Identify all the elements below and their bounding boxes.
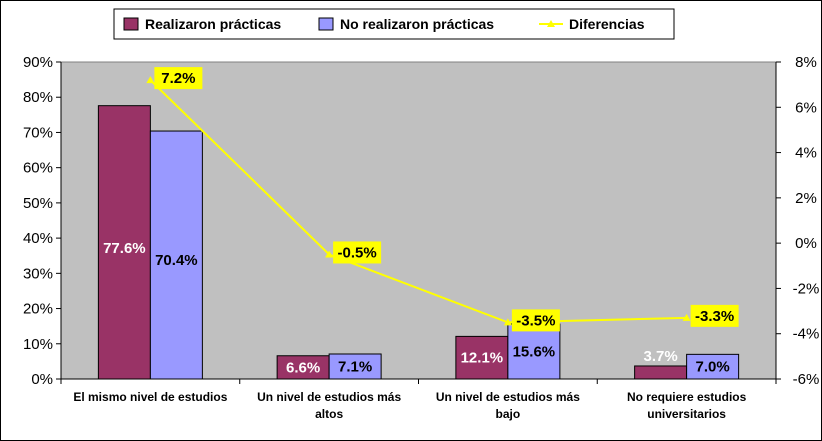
bar-no-realizaron-3 xyxy=(686,353,740,380)
diferencias-label-0: 7.2% xyxy=(161,70,195,87)
x-category-label-3-0: No requiere estudios xyxy=(627,390,747,404)
y-right-tick-label-1: -4% xyxy=(793,326,820,343)
bar-realizaron-2 xyxy=(455,335,509,380)
bar-label-1-0: 70.4% xyxy=(155,252,198,269)
y-left-tick-label-0: 0% xyxy=(31,371,53,388)
y-right-tick-label-7: 8% xyxy=(795,54,817,71)
bar-label-1-2: 15.6% xyxy=(513,344,556,361)
diferencias-label-box-2 xyxy=(511,309,560,332)
bar-no-realizaron-0 xyxy=(149,130,203,380)
y-left-tick-label-9: 90% xyxy=(23,54,53,71)
bar-label-1-1: 7.1% xyxy=(338,358,372,375)
bar-label-0-1: 6.6% xyxy=(286,359,320,376)
diferencias-label-box-3 xyxy=(690,304,739,327)
diferencias-label-box-0 xyxy=(154,67,203,90)
y-right-tick-label-3: 0% xyxy=(795,235,817,252)
y-left-tick-label-3: 30% xyxy=(23,265,53,282)
y-right-tick-label-0: -6% xyxy=(793,371,820,388)
y-left-tick-label-8: 80% xyxy=(23,89,53,106)
y-right-tick-label-5: 4% xyxy=(795,145,817,162)
bar-realizaron-0 xyxy=(97,105,151,380)
legend-swatch-0 xyxy=(123,17,139,31)
x-category-label-2-1: bajo xyxy=(496,407,521,421)
diferencias-point-1 xyxy=(325,250,334,258)
bar-label-0-3: 3.7% xyxy=(644,348,678,365)
bar-label-0-0: 77.6% xyxy=(103,240,146,257)
diferencias-label-2: -3.5% xyxy=(516,312,555,329)
y-left-tick-label-6: 60% xyxy=(23,160,53,177)
bar-label-0-2: 12.1% xyxy=(461,350,504,367)
diferencias-point-0 xyxy=(146,76,155,84)
y-left-tick-label-5: 50% xyxy=(23,195,53,212)
diferencias-point-2 xyxy=(503,318,512,326)
legend-label-2: Diferencias xyxy=(569,16,645,32)
y-left-tick-label-1: 10% xyxy=(23,336,53,353)
diferencias-label-box-1 xyxy=(333,241,382,264)
y-right-tick-label-6: 6% xyxy=(795,99,817,116)
x-category-label-2-0: Un nivel de estudios más xyxy=(436,390,580,404)
diferencias-label-3: -3.3% xyxy=(695,308,734,325)
diferencias-point-3 xyxy=(682,313,691,321)
y-left-tick-label-4: 40% xyxy=(23,230,53,247)
bar-realizaron-3 xyxy=(634,365,688,380)
legend-marker-2 xyxy=(547,20,555,27)
x-category-label-3-1: universitarios xyxy=(647,407,726,421)
legend xyxy=(113,8,675,40)
y-right-tick-label-2: -2% xyxy=(793,280,820,297)
y-left-tick-label-7: 70% xyxy=(23,124,53,141)
bar-label-1-3: 7.0% xyxy=(696,359,730,376)
y-right-tick-label-4: 2% xyxy=(795,190,817,207)
diferencias-line xyxy=(149,79,687,324)
x-category-label-1-1: altos xyxy=(315,407,343,421)
x-category-label-1-0: Un nivel de estudios más xyxy=(257,390,401,404)
diferencias-label-1: -0.5% xyxy=(338,244,377,261)
legend-swatch-1 xyxy=(318,17,334,31)
y-left-tick-label-2: 20% xyxy=(23,301,53,318)
legend-label-1: No realizaron prácticas xyxy=(340,16,494,32)
legend-label-0: Realizaron prácticas xyxy=(145,16,281,32)
x-category-label-0-0: El mismo nivel de estudios xyxy=(73,390,227,404)
